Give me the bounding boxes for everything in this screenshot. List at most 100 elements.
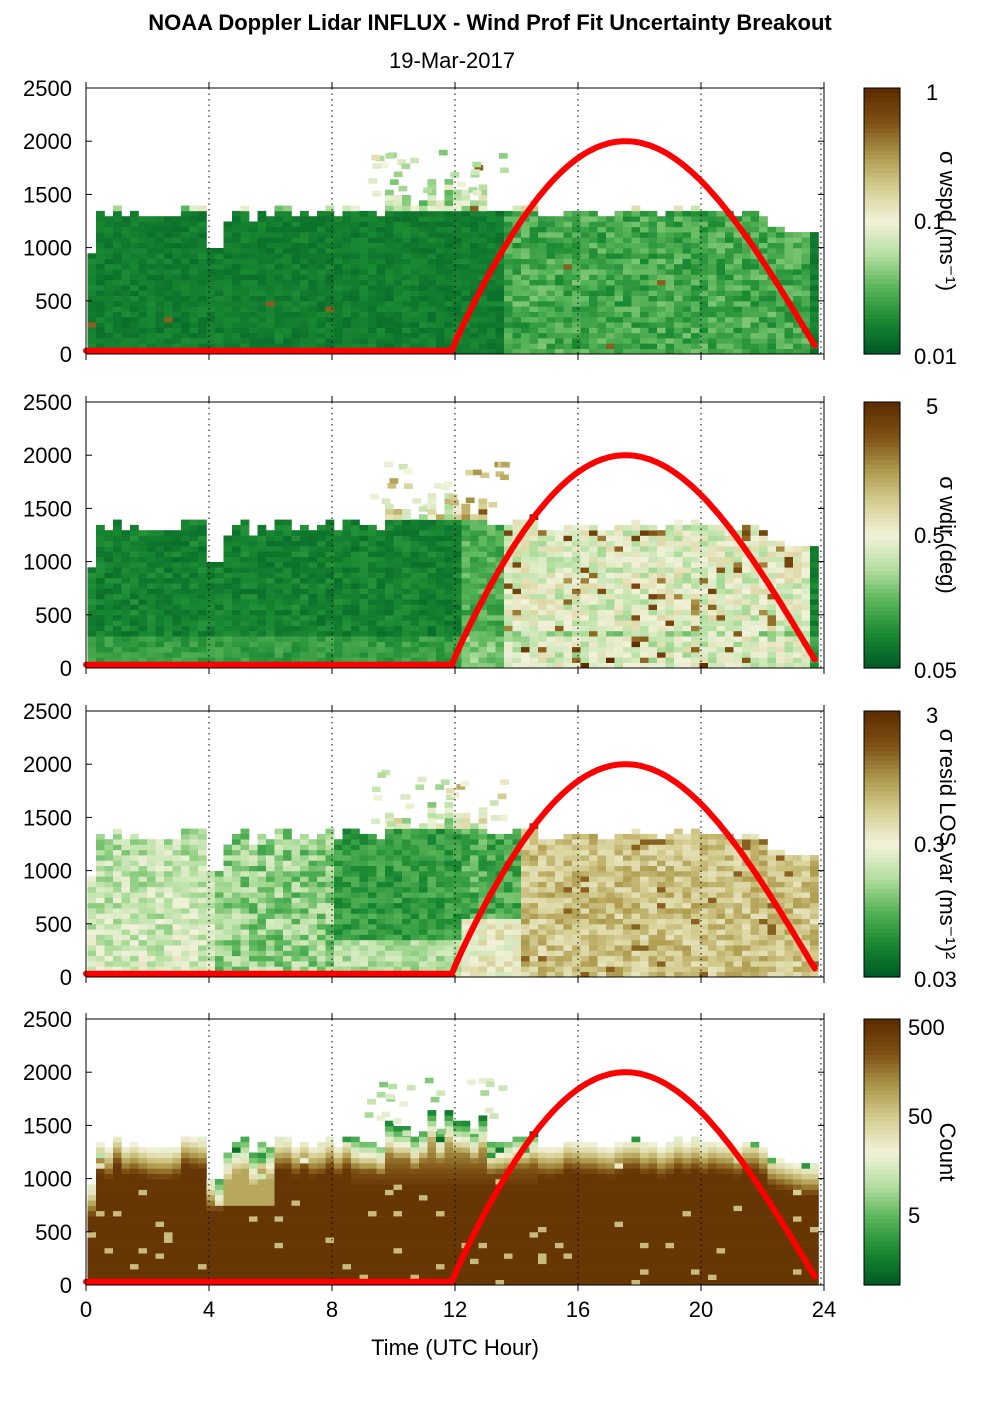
heatmap-cell (478, 662, 488, 669)
heatmap-cell (810, 572, 819, 579)
heatmap-cell (359, 301, 369, 307)
heatmap-cell (130, 274, 139, 281)
heatmap-cell (521, 232, 530, 238)
heatmap-cell (733, 237, 743, 243)
heatmap-cell (521, 577, 530, 584)
heatmap-cell (546, 646, 556, 653)
heatmap-cell (87, 945, 97, 951)
heatmap-cell (198, 609, 207, 616)
heatmap-cell (708, 301, 717, 307)
heatmap-cell (300, 535, 309, 542)
heatmap-cell (393, 242, 403, 249)
heatmap-cell (742, 562, 751, 568)
heatmap-cell (427, 237, 437, 243)
heatmap-cell (87, 886, 97, 893)
heatmap-cell (274, 604, 284, 610)
heatmap-cell (546, 588, 556, 595)
heatmap-cell (325, 615, 335, 621)
heatmap-cell (419, 322, 428, 328)
heatmap-cell (427, 216, 437, 222)
heatmap-cell (325, 216, 335, 222)
heatmap-cell (716, 226, 726, 233)
heatmap-cell (376, 343, 386, 349)
heatmap-cell (325, 630, 335, 637)
heatmap-cell (249, 604, 258, 610)
heatmap-cell (512, 258, 522, 265)
heatmap-cell (130, 279, 139, 286)
heatmap-cell (614, 646, 624, 653)
heatmap-cell (104, 955, 114, 962)
heatmap-cell (767, 657, 777, 663)
heatmap-cell (606, 615, 615, 621)
heatmap-cell (563, 630, 573, 637)
heatmap-cell (121, 620, 131, 626)
heatmap-cell (648, 546, 658, 552)
heatmap-cell (334, 572, 343, 579)
heatmap-cell (266, 583, 275, 589)
heatmap-cell (461, 615, 471, 621)
heatmap-cell (96, 237, 105, 243)
heatmap-cell (427, 274, 437, 281)
heatmap-cell (665, 540, 675, 547)
heatmap-cell (742, 285, 751, 291)
heatmap-cell (580, 301, 590, 307)
heatmap-cell (300, 258, 309, 265)
heatmap-cell (759, 279, 768, 286)
heatmap-cell (138, 636, 148, 642)
heatmap-cell (130, 604, 139, 610)
heatmap-cell (504, 572, 513, 579)
heatmap-cell (419, 285, 428, 291)
heatmap-cell (597, 290, 607, 296)
heatmap-cell (759, 311, 768, 318)
heatmap-cell (436, 546, 445, 552)
heatmap-cell (266, 263, 275, 270)
heatmap-cell (274, 253, 284, 259)
heatmap-cell (580, 242, 590, 249)
heatmap-cell (189, 327, 199, 334)
heatmap-cells (87, 149, 819, 355)
heatmap-cell (376, 316, 386, 323)
heatmap-cell (385, 535, 394, 542)
heatmap-cell (164, 530, 173, 536)
heatmap-cell (478, 540, 488, 547)
heatmap-cell (733, 546, 743, 552)
heatmap-cell (725, 657, 734, 663)
heatmap-cell (461, 556, 471, 563)
heatmap-cell (742, 221, 751, 228)
heatmap-cell (487, 641, 496, 648)
heatmap-cell (215, 652, 224, 658)
heatmap-cell (257, 311, 267, 318)
heatmap-cell (291, 657, 301, 663)
heatmap-cell (389, 478, 399, 484)
heatmap-cell (181, 269, 190, 275)
heatmap-cell (589, 636, 598, 642)
heatmap-cell (308, 343, 318, 349)
heatmap-cell (716, 242, 726, 249)
heatmap-cell (240, 556, 250, 563)
heatmap-cell (563, 530, 573, 536)
heatmap-cell (759, 540, 768, 547)
heatmap-cell (691, 625, 700, 632)
heatmap-cell (198, 599, 207, 605)
heatmap-cell (317, 316, 326, 323)
heatmap-cell (181, 237, 190, 243)
heatmap-cell (572, 524, 581, 531)
heatmap-cell (223, 343, 233, 349)
heatmap-cell (274, 630, 284, 637)
heatmap-cell (801, 295, 811, 302)
heatmap-cell (342, 657, 352, 663)
heatmap-cell (104, 332, 114, 339)
heatmap-cell (257, 530, 267, 536)
heatmap-cell (402, 258, 411, 265)
heatmap-cell (121, 540, 131, 547)
heatmap-cell (572, 242, 581, 249)
heatmap-cell (742, 274, 751, 281)
heatmap-cell (359, 562, 369, 568)
heatmap-cell (274, 301, 284, 307)
heatmap-cell (478, 657, 488, 663)
heatmap-cell (385, 210, 394, 217)
heatmap-cell (376, 338, 386, 344)
heatmap-cell (546, 620, 556, 626)
heatmap-cell (793, 295, 802, 302)
heatmap-cell (589, 221, 598, 228)
